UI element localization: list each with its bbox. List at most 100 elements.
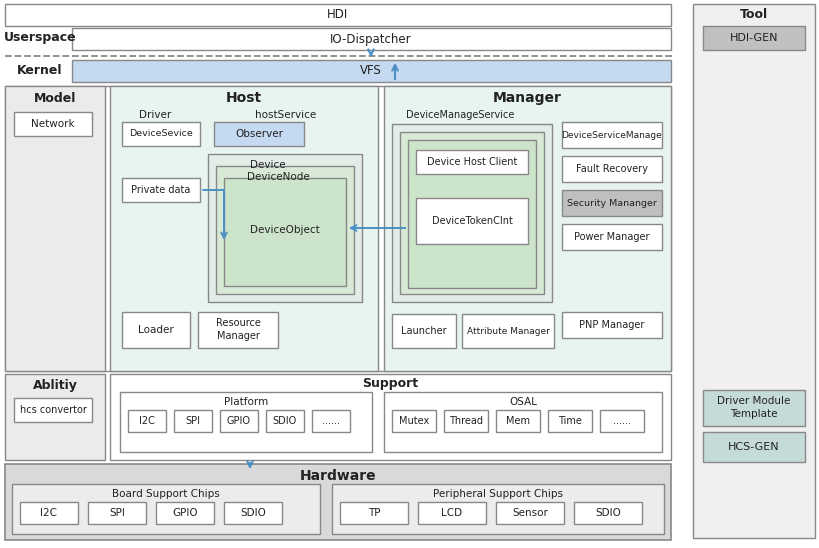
Text: Sensor: Sensor (511, 508, 547, 518)
Text: Device Host Client: Device Host Client (427, 157, 517, 167)
Text: GPIO: GPIO (172, 508, 197, 518)
Bar (600, 410, 643, 432)
Text: SPI: SPI (109, 508, 124, 518)
Text: hostService: hostService (255, 110, 316, 120)
Bar (495, 410, 540, 432)
Bar (561, 190, 661, 216)
Text: OSAL: OSAL (509, 397, 536, 407)
Bar (14, 112, 92, 136)
Text: IO-Dispatcher: IO-Dispatcher (330, 32, 411, 45)
Text: Time: Time (558, 416, 581, 426)
Bar (224, 502, 282, 524)
Text: DeviceObject: DeviceObject (250, 225, 319, 235)
Text: HDI: HDI (327, 9, 348, 21)
Text: Power Manager: Power Manager (573, 232, 649, 242)
Text: SDIO: SDIO (273, 416, 296, 426)
Text: Platform: Platform (224, 397, 268, 407)
Text: HCS-GEN: HCS-GEN (727, 442, 779, 452)
Text: Loader: Loader (138, 325, 174, 335)
Bar (547, 410, 591, 432)
Text: Launcher: Launcher (400, 326, 446, 336)
Text: Security Mananger: Security Mananger (567, 198, 656, 208)
Bar (72, 60, 670, 82)
Text: Manager: Manager (492, 91, 561, 105)
Text: Manager: Manager (216, 331, 259, 341)
Text: Resource: Resource (215, 318, 260, 328)
Text: Thread: Thread (449, 416, 482, 426)
Text: DeviceManageService: DeviceManageService (405, 110, 514, 120)
Text: Ablitiy: Ablitiy (33, 380, 77, 392)
Bar (332, 484, 663, 534)
Bar (495, 502, 563, 524)
Bar (391, 410, 436, 432)
Text: Mutex: Mutex (398, 416, 428, 426)
Bar (400, 132, 543, 294)
Bar (215, 166, 354, 294)
Bar (383, 392, 661, 452)
Bar (110, 86, 378, 371)
Bar (561, 224, 661, 250)
Text: Model: Model (34, 92, 76, 105)
Bar (14, 398, 92, 422)
Bar (5, 4, 670, 26)
Text: Userspace: Userspace (3, 31, 76, 44)
Bar (391, 124, 551, 302)
Text: Driver: Driver (138, 110, 171, 120)
Text: SDIO: SDIO (595, 508, 620, 518)
Bar (415, 150, 527, 174)
Bar (561, 156, 661, 182)
Bar (122, 178, 200, 202)
Text: I2C: I2C (40, 508, 57, 518)
Text: Driver Module: Driver Module (717, 396, 790, 406)
Bar (174, 410, 212, 432)
Bar (561, 312, 661, 338)
Bar (5, 464, 670, 540)
Bar (110, 374, 670, 460)
Text: SPI: SPI (185, 416, 201, 426)
Text: ......: ...... (322, 416, 340, 426)
Bar (5, 374, 105, 460)
Text: TP: TP (367, 508, 380, 518)
Bar (573, 502, 641, 524)
Bar (383, 86, 670, 371)
Bar (418, 502, 486, 524)
Text: VFS: VFS (360, 65, 382, 77)
Text: Template: Template (730, 409, 776, 419)
Text: Observer: Observer (235, 129, 283, 139)
Bar (12, 484, 319, 534)
Text: Private data: Private data (131, 185, 191, 195)
Bar (311, 410, 350, 432)
Bar (702, 390, 804, 426)
Text: Peripheral Support Chips: Peripheral Support Chips (432, 489, 563, 499)
Text: Support: Support (361, 378, 418, 391)
Bar (208, 154, 361, 302)
Bar (5, 86, 670, 371)
Bar (702, 26, 804, 50)
Bar (88, 502, 146, 524)
Bar (120, 392, 372, 452)
Bar (214, 122, 304, 146)
Bar (443, 410, 487, 432)
Text: ......: ...... (613, 416, 631, 426)
Bar (692, 4, 814, 538)
Bar (219, 410, 258, 432)
Bar (20, 502, 78, 524)
Bar (5, 86, 105, 371)
Bar (122, 312, 190, 348)
Bar (197, 312, 278, 348)
Bar (128, 410, 165, 432)
Text: Fault Recovery: Fault Recovery (575, 164, 647, 174)
Text: I2C: I2C (139, 416, 155, 426)
Bar (702, 432, 804, 462)
Bar (156, 502, 214, 524)
Text: DeviceServiceManage: DeviceServiceManage (561, 130, 662, 140)
Bar (461, 314, 554, 348)
Bar (391, 314, 455, 348)
Bar (122, 122, 200, 146)
Text: DeviceNode: DeviceNode (247, 172, 309, 182)
Text: Device: Device (250, 160, 286, 170)
Text: Host: Host (226, 91, 262, 105)
Text: Mem: Mem (505, 416, 529, 426)
Bar (340, 502, 408, 524)
Text: Tool: Tool (739, 8, 767, 20)
